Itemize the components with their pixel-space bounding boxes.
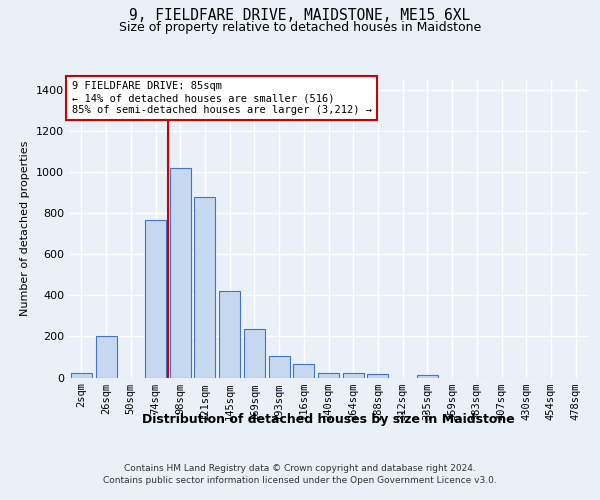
Bar <box>417 376 438 378</box>
Text: Size of property relative to detached houses in Maidstone: Size of property relative to detached ho… <box>119 21 481 34</box>
Bar <box>170 168 191 378</box>
Text: 9 FIELDFARE DRIVE: 85sqm
← 14% of detached houses are smaller (516)
85% of semi-: 9 FIELDFARE DRIVE: 85sqm ← 14% of detach… <box>71 82 371 114</box>
Text: Contains HM Land Registry data © Crown copyright and database right 2024.: Contains HM Land Registry data © Crown c… <box>124 464 476 473</box>
Y-axis label: Number of detached properties: Number of detached properties <box>20 141 31 316</box>
Bar <box>367 374 388 378</box>
Bar <box>244 330 265 378</box>
Bar <box>71 374 92 378</box>
Bar <box>194 197 215 378</box>
Text: Contains public sector information licensed under the Open Government Licence v3: Contains public sector information licen… <box>103 476 497 485</box>
Bar <box>343 374 364 378</box>
Bar <box>269 356 290 378</box>
Bar <box>318 374 339 378</box>
Bar <box>293 364 314 378</box>
Text: Distribution of detached houses by size in Maidstone: Distribution of detached houses by size … <box>142 412 515 426</box>
Bar <box>95 336 116 378</box>
Bar <box>145 220 166 378</box>
Text: 9, FIELDFARE DRIVE, MAIDSTONE, ME15 6XL: 9, FIELDFARE DRIVE, MAIDSTONE, ME15 6XL <box>130 8 470 22</box>
Bar <box>219 292 240 378</box>
